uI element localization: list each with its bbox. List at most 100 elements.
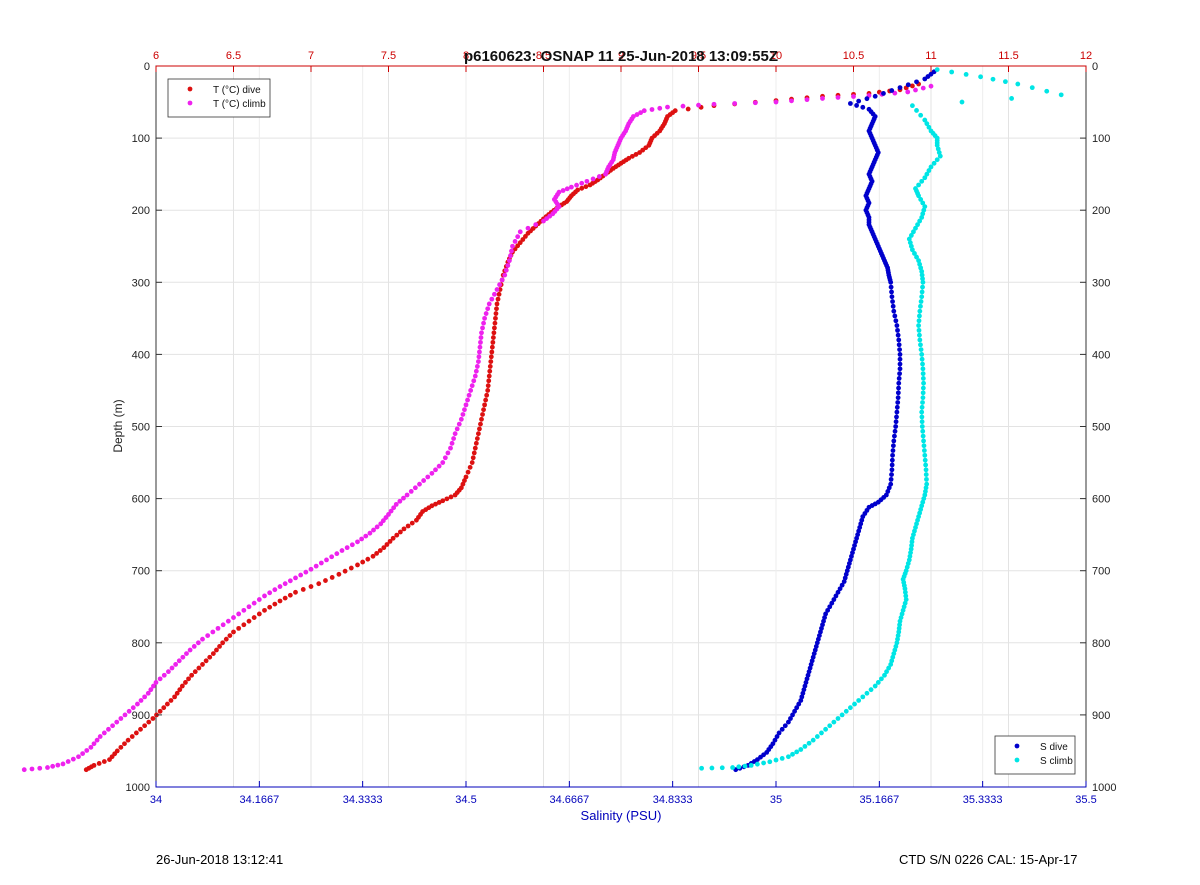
data-point — [920, 385, 926, 391]
x-top-tick-label: 8.5 — [536, 50, 551, 62]
data-point — [251, 615, 257, 620]
x-bottom-tick-label: 34.6667 — [549, 794, 589, 806]
data-point — [831, 597, 837, 602]
data-point — [848, 705, 853, 711]
data-point — [835, 589, 841, 595]
x-top-tick-label: 11.5 — [998, 50, 1019, 62]
data-point — [891, 651, 897, 657]
data-point — [449, 440, 455, 446]
data-point — [914, 108, 919, 113]
y-tick-label-left: 1000 — [126, 782, 150, 794]
data-point — [911, 532, 916, 538]
data-point — [486, 373, 492, 379]
data-point — [471, 378, 477, 384]
data-point — [436, 500, 442, 505]
data-point — [360, 559, 366, 565]
data-point — [282, 595, 288, 601]
data-point — [856, 528, 862, 534]
data-point — [126, 708, 132, 714]
data-point — [508, 253, 513, 259]
data-point — [491, 330, 497, 336]
data-point — [472, 445, 478, 451]
data-point — [157, 708, 163, 714]
data-point — [318, 560, 324, 566]
data-point — [893, 644, 899, 649]
data-point — [1003, 79, 1008, 85]
data-point — [429, 470, 435, 476]
data-point — [533, 222, 539, 228]
data-point — [755, 761, 760, 767]
data-point — [370, 553, 376, 559]
y-tick-label-left: 200 — [132, 205, 150, 217]
x-top-tick-label: 9.5 — [691, 50, 706, 62]
data-point — [408, 488, 414, 494]
legend-top-left: T (°C) dive T (°C) climb — [167, 78, 271, 118]
data-point — [819, 625, 824, 631]
data-point — [476, 354, 482, 360]
data-point — [510, 243, 515, 249]
legend-box — [994, 735, 1076, 775]
data-point — [820, 96, 825, 101]
data-point — [906, 557, 912, 563]
data-point — [391, 505, 397, 511]
data-point — [88, 744, 94, 750]
data-point — [138, 698, 144, 703]
data-point — [910, 83, 915, 89]
data-point — [207, 654, 213, 660]
data-point — [730, 765, 735, 770]
data-point — [921, 443, 927, 449]
data-point — [227, 633, 233, 638]
data-point — [579, 185, 585, 191]
data-point — [603, 171, 608, 177]
data-point — [177, 687, 183, 693]
data-point — [799, 694, 805, 700]
data-point — [1009, 96, 1014, 101]
data-point — [214, 647, 219, 653]
data-point — [928, 164, 934, 170]
data-point — [584, 178, 590, 184]
data-point — [748, 762, 754, 768]
data-point — [888, 662, 894, 667]
data-point — [910, 535, 915, 541]
data-point — [902, 589, 908, 595]
data-point — [469, 460, 475, 465]
footer-ctd-info: CTD S/N 0226 CAL: 15-Apr-17 — [899, 852, 1078, 867]
data-point — [282, 581, 288, 587]
data-point — [879, 676, 884, 682]
data-point — [774, 734, 780, 739]
data-point — [864, 96, 870, 102]
data-point — [920, 85, 926, 91]
data-point — [107, 757, 112, 763]
data-point — [169, 665, 175, 671]
x-bottom-tick-label: 34.5 — [455, 794, 476, 806]
data-point — [907, 553, 913, 559]
data-point — [696, 102, 701, 108]
data-point — [917, 313, 922, 319]
data-point — [371, 527, 376, 533]
data-point — [934, 157, 940, 163]
data-point — [189, 672, 195, 678]
data-point — [823, 726, 828, 732]
data-point — [241, 622, 247, 628]
data-point — [145, 690, 151, 696]
data-point — [142, 723, 148, 729]
data-point — [203, 658, 209, 664]
legend-marker — [1014, 743, 1020, 749]
data-point — [908, 546, 914, 552]
data-point — [569, 184, 574, 190]
data-point — [918, 265, 924, 271]
data-point — [909, 543, 914, 548]
data-point — [916, 323, 921, 328]
data-point — [633, 152, 639, 157]
data-point — [231, 615, 236, 620]
x-top-tick-label: 6 — [153, 50, 159, 62]
data-point — [183, 680, 188, 685]
data-point — [106, 726, 111, 732]
data-point — [889, 88, 895, 93]
data-point — [895, 390, 901, 396]
data-point — [246, 604, 252, 610]
data-point — [433, 467, 438, 473]
data-point — [936, 150, 942, 155]
data-point — [150, 716, 156, 721]
data-point — [889, 294, 895, 300]
